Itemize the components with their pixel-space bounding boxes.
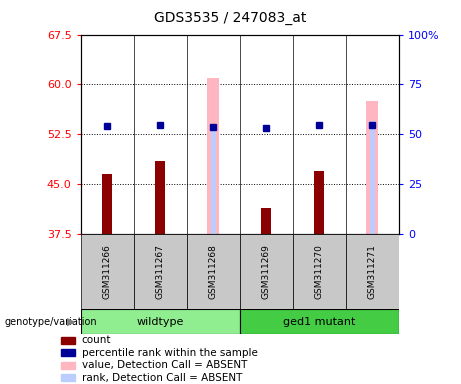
Bar — [370, 121, 375, 234]
Text: ▶: ▶ — [67, 316, 76, 327]
Text: GSM311267: GSM311267 — [156, 244, 165, 299]
Bar — [293, 234, 346, 309]
Bar — [261, 208, 271, 234]
Bar — [240, 234, 293, 309]
Text: rank, Detection Call = ABSENT: rank, Detection Call = ABSENT — [82, 373, 242, 383]
Text: GSM311269: GSM311269 — [262, 244, 271, 299]
Bar — [61, 349, 75, 356]
Text: genotype/variation: genotype/variation — [5, 316, 97, 327]
Text: ged1 mutant: ged1 mutant — [283, 316, 355, 327]
Bar — [155, 161, 165, 234]
Bar — [240, 309, 399, 334]
Bar — [207, 78, 219, 234]
Text: GSM311270: GSM311270 — [315, 244, 324, 299]
Text: GSM311268: GSM311268 — [209, 244, 218, 299]
Bar — [134, 234, 187, 309]
Bar — [61, 337, 75, 344]
Bar — [102, 174, 112, 234]
Bar — [314, 171, 324, 234]
Text: GSM311266: GSM311266 — [103, 244, 112, 299]
Text: percentile rank within the sample: percentile rank within the sample — [82, 348, 257, 358]
Bar — [61, 374, 75, 381]
Text: count: count — [82, 335, 111, 345]
Text: value, Detection Call = ABSENT: value, Detection Call = ABSENT — [82, 360, 247, 370]
Text: wildtype: wildtype — [136, 316, 184, 327]
Text: GDS3535 / 247083_at: GDS3535 / 247083_at — [154, 11, 307, 25]
Text: GSM311271: GSM311271 — [368, 244, 377, 299]
Bar — [366, 101, 378, 234]
Bar — [211, 128, 216, 234]
Bar — [81, 234, 134, 309]
Bar — [81, 309, 240, 334]
Bar — [61, 362, 75, 369]
Bar — [187, 234, 240, 309]
Bar — [346, 234, 399, 309]
